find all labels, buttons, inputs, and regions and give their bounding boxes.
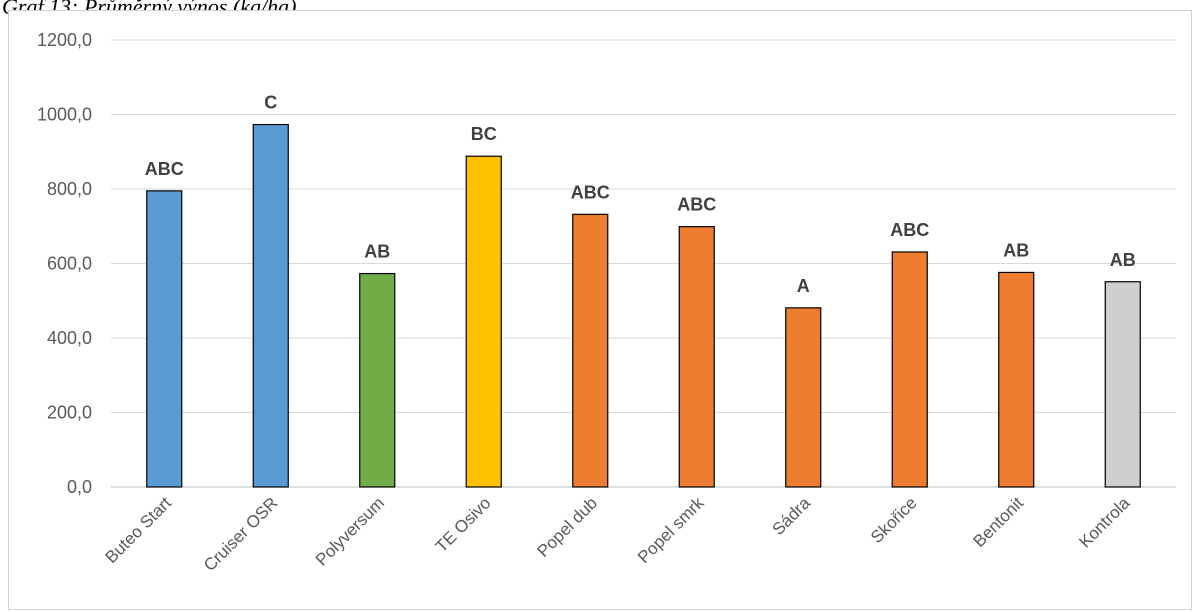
- y-tick-label: 600,0: [47, 254, 92, 274]
- bar-label: ABC: [571, 182, 610, 202]
- bar-label: C: [264, 93, 277, 113]
- bar: [785, 307, 822, 488]
- bar: [359, 272, 396, 488]
- bar-label: AB: [1003, 240, 1029, 260]
- bar-label: ABC: [890, 220, 929, 240]
- bar-label: AB: [364, 242, 390, 262]
- bars: [146, 123, 1141, 488]
- bar: [252, 123, 289, 488]
- x-tick-label: Popel smrk: [634, 493, 708, 567]
- y-tick-label: 0,0: [67, 477, 92, 497]
- bar-label: BC: [471, 124, 497, 144]
- bar-label: ABC: [145, 159, 184, 179]
- y-tick-label: 400,0: [47, 328, 92, 348]
- bar: [1104, 281, 1141, 488]
- x-tick-label: Skořice: [867, 493, 921, 547]
- x-tick-label: Bentonit: [970, 493, 1028, 551]
- y-tick-label: 1000,0: [37, 105, 92, 125]
- bar: [891, 251, 928, 488]
- x-tick-label: Polyversum: [312, 493, 388, 569]
- x-axis-labels: Buteo Start Cruiser OSR Polyversum TE Osivo…: [101, 493, 1133, 575]
- x-tick-label: TE Osivo: [432, 493, 495, 556]
- y-tick-label: 200,0: [47, 403, 92, 423]
- bar: [465, 155, 502, 488]
- y-tick-label: 800,0: [47, 179, 92, 199]
- bar-label: AB: [1110, 250, 1136, 270]
- bar: [146, 190, 183, 488]
- x-tick-label: Kontrola: [1075, 493, 1134, 552]
- y-tick-label: 1200,0: [37, 30, 92, 50]
- x-tick-label: Buteo Start: [101, 493, 175, 567]
- bar: [572, 213, 609, 488]
- bar-labels: ABC C AB BC ABC ABC A ABC AB AB: [145, 93, 1136, 296]
- x-tick-label: Cruiser OSR: [200, 493, 282, 575]
- bar-label: A: [797, 276, 810, 296]
- y-axis-ticks: 0,0 200,0 400,0 600,0 800,0 1000,0 1200,0: [37, 30, 92, 497]
- bar: [678, 226, 715, 488]
- x-tick-label: Sádra: [769, 493, 815, 539]
- bar-label: ABC: [677, 195, 716, 215]
- x-tick-label: Popel dub: [533, 493, 601, 561]
- bar: [998, 271, 1035, 488]
